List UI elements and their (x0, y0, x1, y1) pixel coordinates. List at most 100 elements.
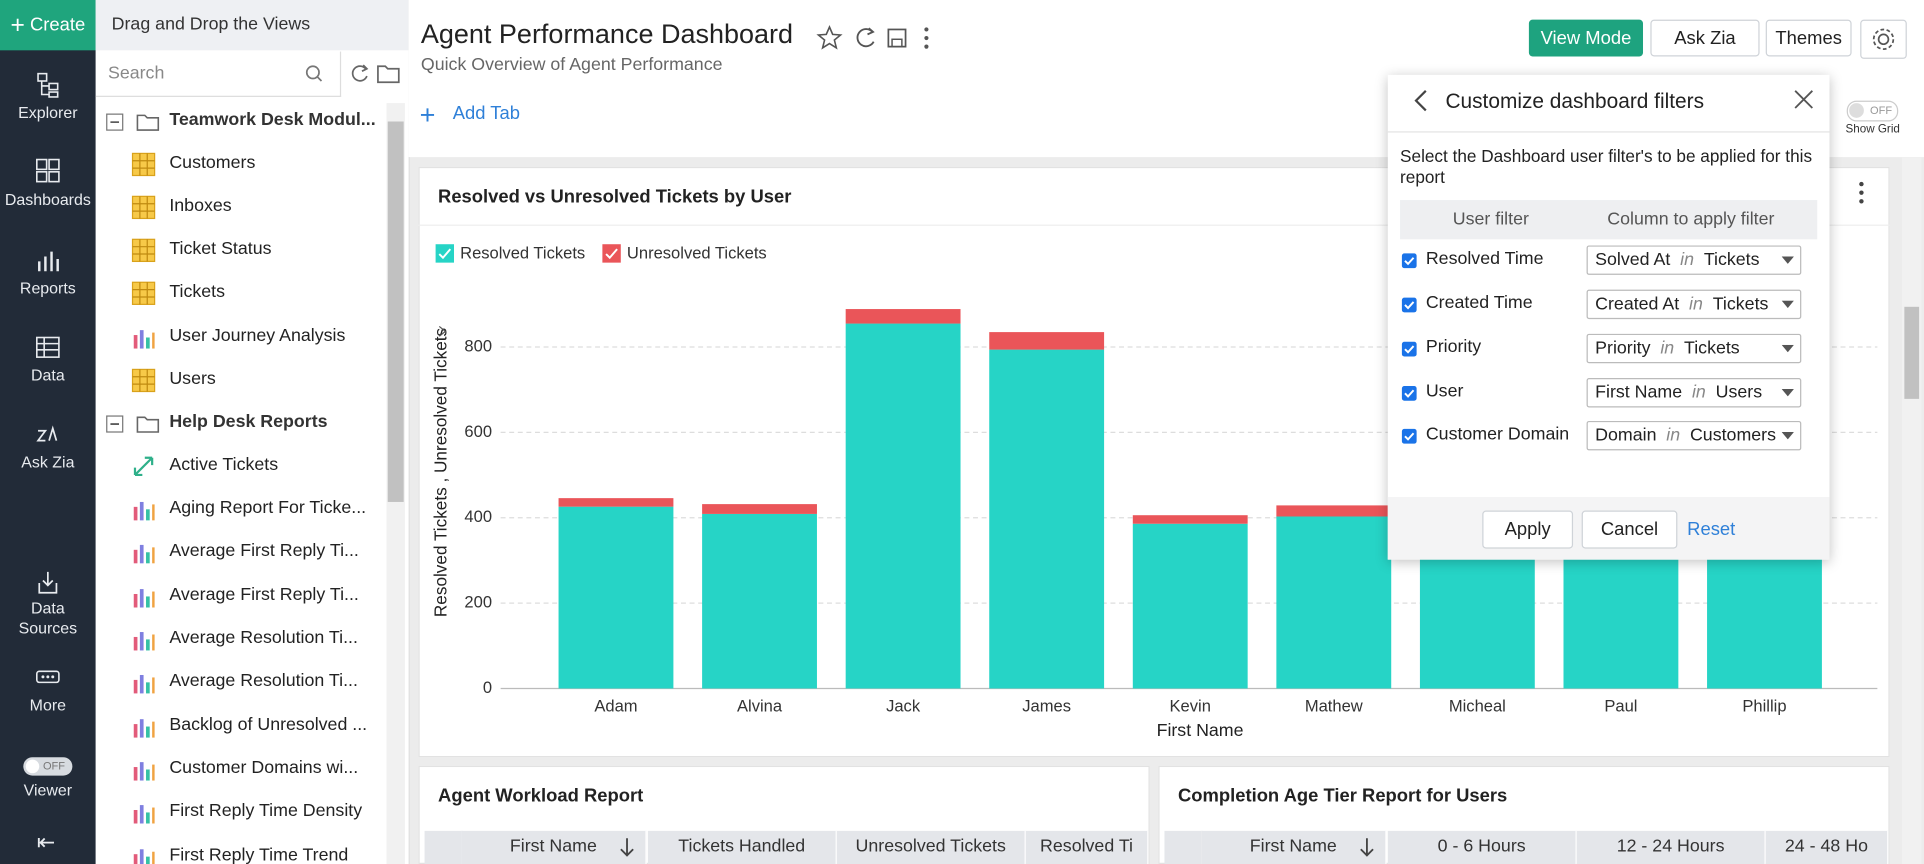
table-header: Tickets Handled (647, 830, 837, 864)
column-select[interactable]: First Name in Users (1586, 377, 1802, 408)
bar-segment (702, 504, 817, 514)
apply-button[interactable]: Apply (1482, 510, 1574, 549)
add-tab[interactable]: Add Tab (452, 103, 520, 124)
nav-item[interactable]: Dashboards (4, 190, 91, 209)
folder-icon (106, 415, 160, 434)
dashboard-title: Agent Performance Dashboard (420, 18, 794, 50)
search-icon[interactable] (304, 64, 324, 84)
y-tick-label: 200 (464, 593, 492, 612)
cancel-button[interactable]: Cancel (1581, 510, 1678, 549)
bar-segment (558, 506, 674, 689)
checkbox (1401, 428, 1417, 444)
tree-tools[interactable] (348, 61, 402, 86)
tree-item[interactable]: Active Tickets (169, 455, 279, 475)
tree-item[interactable]: Ticket Status (169, 239, 272, 260)
nav-icon (36, 158, 60, 183)
column-header: Column to apply filter (1607, 209, 1775, 230)
tree-item[interactable]: Average First Reply Ti... (169, 541, 359, 562)
item-icon (131, 368, 156, 393)
panel-menu[interactable] (1853, 180, 1870, 205)
scrollbar (386, 103, 405, 864)
y-tick-label: 400 (464, 507, 492, 526)
legend-label: Resolved Tickets (460, 243, 585, 262)
item-icon (133, 456, 154, 476)
create-button[interactable]: + Create (0, 0, 96, 51)
tree-item[interactable]: First Reply Time Trend (169, 844, 349, 864)
x-tick-label: James (1022, 696, 1071, 715)
table-header: 24 - 48 Ho (1765, 830, 1889, 864)
bar-segment (1132, 523, 1248, 689)
nav-item[interactable]: Explorer (18, 103, 78, 122)
nav-item[interactable]: More (29, 695, 67, 715)
folder-label[interactable]: Help Desk Reports (169, 412, 328, 433)
x-tick-label: Mathew (1305, 696, 1363, 715)
column-select[interactable]: Priority in Tickets (1586, 333, 1802, 364)
header-button[interactable]: View Mode (1528, 19, 1644, 57)
bar-segment (702, 513, 817, 689)
header-button[interactable]: Ask Zia (1650, 19, 1760, 57)
add-tab-icon[interactable]: + (419, 99, 436, 131)
x-tick-label: Alvina (737, 696, 783, 715)
tree-item[interactable]: Average First Reply Ti... (169, 585, 359, 605)
filter-label: Priority (1425, 337, 1482, 358)
tree-item[interactable]: Inboxes (169, 196, 232, 216)
tree-item[interactable]: User Journey Analysis (169, 326, 346, 346)
axis-toggle-icon[interactable] (438, 325, 447, 337)
header-icons[interactable] (816, 24, 939, 52)
select-text: in (1680, 250, 1695, 270)
x-tick-label: Phillip (1742, 696, 1786, 715)
tree-item[interactable]: Aging Report For Ticke... (169, 498, 367, 519)
settings-button[interactable] (1860, 19, 1907, 59)
back-icon[interactable] (1411, 88, 1431, 113)
filter-label: Resolved Time (1425, 249, 1544, 269)
search-placeholder: Search (107, 63, 165, 84)
table-header: Resolved Ti (1025, 830, 1149, 864)
table-header: Unresolved Tickets (836, 830, 1026, 864)
x-tick-label: Adam (594, 696, 637, 715)
tree-item[interactable]: Customer Domains wi... (169, 758, 359, 778)
scroll-thumb[interactable] (1904, 306, 1920, 399)
tree-item[interactable]: Customers (169, 152, 256, 173)
select-text: Tickets (1684, 338, 1740, 359)
nav-item[interactable]: Reports (19, 278, 76, 297)
select-text: in (1691, 382, 1706, 403)
folder-label[interactable]: Teamwork Desk Modul... (169, 110, 376, 131)
nav-item[interactable]: Ask Zia (21, 452, 75, 472)
select-text: Solved At (1595, 250, 1671, 270)
tree-item[interactable]: Tickets (169, 282, 226, 303)
create-label: Create (29, 14, 86, 36)
viewer-toggle[interactable]: OFF (23, 757, 73, 776)
dropdown-caret (1781, 389, 1794, 397)
collapse-icon[interactable]: ⇤ (36, 829, 56, 855)
legend-swatch (435, 244, 455, 263)
y-tick-label: 0 (483, 678, 492, 697)
column-select[interactable]: Solved At in Tickets (1586, 245, 1802, 275)
select-text: Users (1715, 382, 1763, 403)
select-text: Domain (1595, 425, 1657, 446)
nav-icon (36, 670, 60, 684)
column-select[interactable]: Domain in Customers (1586, 420, 1802, 451)
grid-toggle[interactable]: OFF (1846, 100, 1899, 122)
search-box[interactable] (95, 51, 342, 97)
dashboard-subtitle: Quick Overview of Agent Performance (420, 55, 723, 75)
scroll-thumb[interactable] (387, 121, 404, 502)
y-tick-label: 800 (464, 336, 492, 355)
toggle-text: OFF (1870, 104, 1893, 117)
item-icon (133, 675, 155, 694)
reset-link[interactable]: Reset (1687, 519, 1736, 540)
dropdown-caret (1781, 300, 1794, 309)
nav-item[interactable]: Data (31, 365, 65, 385)
popup-divider (1387, 131, 1830, 133)
tree-item[interactable]: Backlog of Unresolved ... (169, 714, 368, 735)
item-icon (131, 152, 156, 176)
tree-item[interactable]: First Reply Time Density (169, 801, 363, 822)
tree-item[interactable]: Average Resolution Ti... (169, 628, 358, 648)
checkbox (1401, 253, 1417, 269)
chart-title: Resolved vs Unresolved Tickets by User (438, 185, 791, 206)
nav-item[interactable]: Data Sources (18, 598, 78, 637)
header-button[interactable]: Themes (1765, 19, 1852, 57)
tree-item[interactable]: Average Resolution Ti... (169, 671, 358, 692)
tree-item[interactable]: Users (169, 369, 216, 390)
column-select[interactable]: Created At in Tickets (1586, 289, 1802, 320)
close-icon[interactable] (1793, 88, 1815, 110)
